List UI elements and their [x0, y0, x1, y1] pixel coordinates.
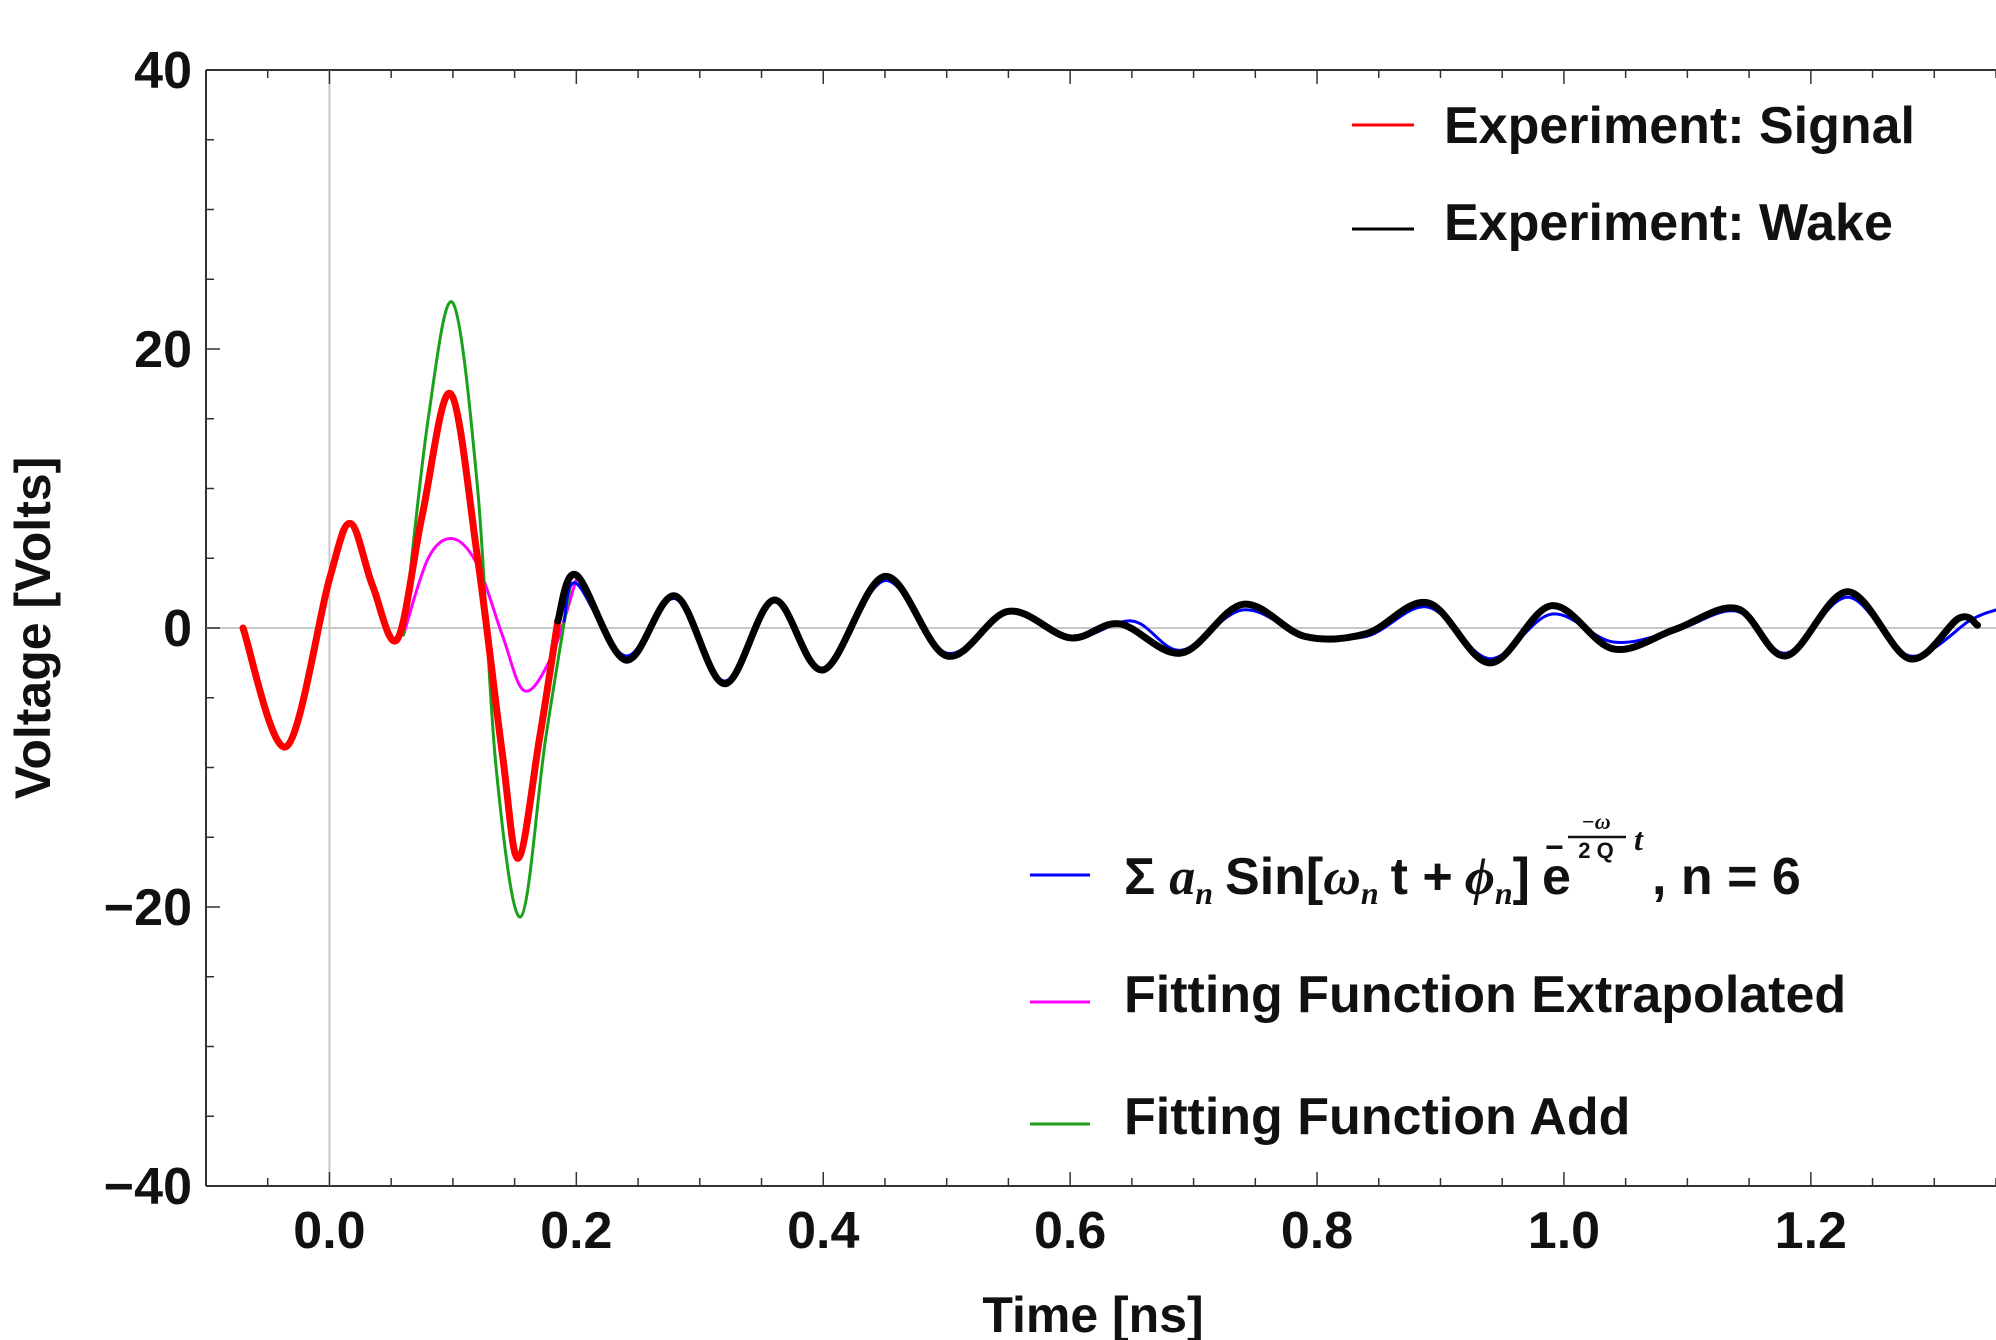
formula-frac-num: −ω — [1581, 809, 1610, 834]
legend-label-signal: Experiment: Signal — [1444, 97, 1915, 155]
formula-phi: ϕ — [1465, 849, 1495, 906]
axis-ticks — [205, 69, 1996, 1187]
legend-top: Experiment: Signal Experiment: Wake — [1352, 97, 1915, 252]
formula-phi-sub: n — [1495, 875, 1513, 911]
x-tick-label: 0.8 — [1281, 1202, 1353, 1260]
series-line-fit — [562, 579, 1996, 683]
x-tick-label: 0.2 — [540, 1202, 612, 1260]
formula-e: e — [1542, 848, 1571, 906]
formula-exp-minus: − — [1545, 829, 1564, 865]
y-tick-label: 40 — [134, 42, 192, 100]
x-axis-title: Time [ns] — [982, 1287, 1203, 1340]
formula-exp-t: t — [1634, 821, 1644, 857]
series-layer — [239, 300, 1996, 919]
legend-item-signal: Experiment: Signal — [1352, 97, 1915, 155]
legend-label-extrapolated: Fitting Function Extrapolated — [1124, 966, 1846, 1024]
formula-frac-den: 2 Q — [1578, 838, 1613, 863]
x-tick-label: 0.4 — [787, 1202, 859, 1260]
x-tick-label: 0.6 — [1034, 1202, 1106, 1260]
x-tick-label: 1.2 — [1775, 1202, 1847, 1260]
legend-label-add: Fitting Function Add — [1124, 1088, 1630, 1146]
y-axis-title: Voltage [Volts] — [5, 457, 61, 800]
formula-sigma: Σ — [1124, 848, 1155, 906]
y-tick-label: 20 — [134, 321, 192, 379]
legend-label-wake: Experiment: Wake — [1444, 194, 1893, 252]
x-tick-label: 1.0 — [1528, 1202, 1600, 1260]
y-tick-label: −40 — [104, 1158, 192, 1216]
formula-omega-sub: n — [1361, 875, 1379, 911]
formula-close: ] — [1513, 848, 1530, 906]
tick-labels: 0.0 0.2 0.4 0.6 0.8 1.0 1.2 40 20 0 −20 −40 — [104, 42, 1847, 1260]
series-line-signal — [239, 390, 562, 862]
series-line-wake — [554, 571, 1981, 688]
y-tick-label: −20 — [104, 879, 192, 937]
formula-tail: , n = 6 — [1652, 848, 1801, 906]
formula-a-sub: n — [1195, 875, 1213, 911]
formula-a: a — [1169, 849, 1195, 906]
legend-item-wake: Experiment: Wake — [1352, 194, 1893, 252]
legend-item-add: Fitting Function Add — [1030, 1088, 1630, 1146]
legend-item-extrapolated: Fitting Function Extrapolated — [1030, 966, 1846, 1024]
formula-omega: ω — [1323, 849, 1361, 906]
x-tick-label: 0.0 — [293, 1202, 365, 1260]
formula-sin: Sin[ — [1225, 848, 1323, 906]
formula-t-plus: t + — [1391, 848, 1453, 906]
y-tick-label: 0 — [163, 600, 192, 658]
